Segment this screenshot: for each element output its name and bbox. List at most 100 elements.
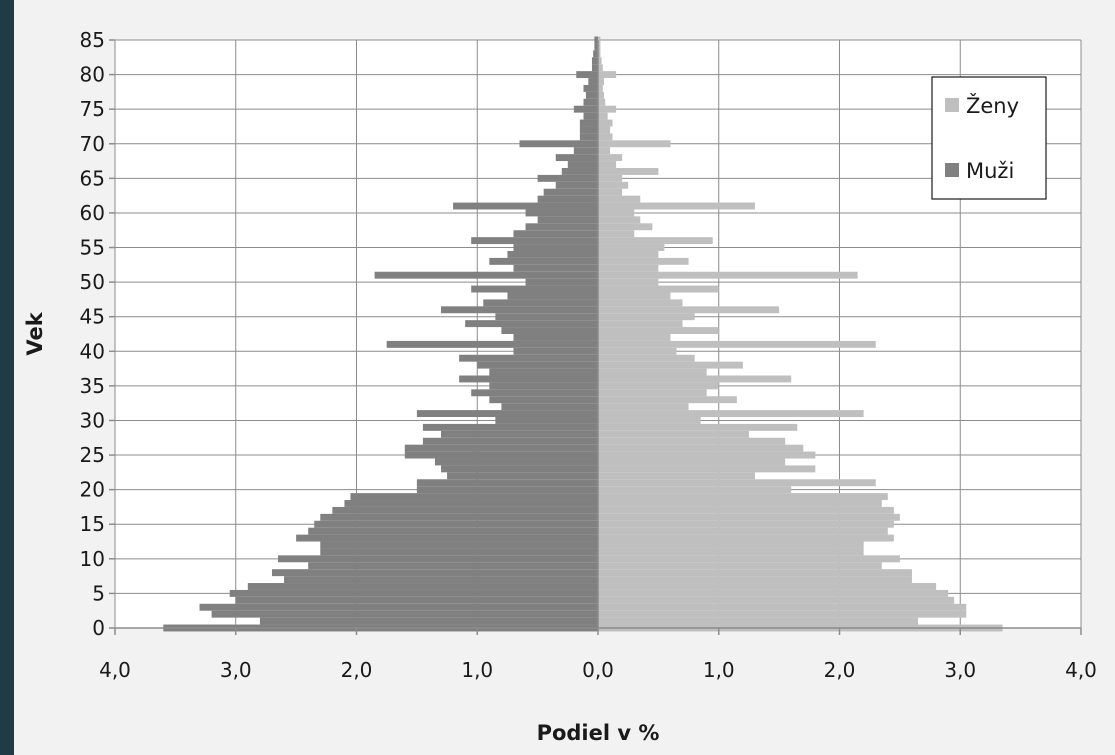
bar-zeny [598, 292, 671, 300]
bar-muzi [483, 299, 598, 307]
bar-muzi [453, 202, 598, 210]
bar-muzi [579, 126, 598, 134]
bar-muzi [573, 147, 598, 155]
bar-muzi [320, 541, 598, 549]
bar-muzi [278, 555, 598, 563]
bar-zeny [598, 237, 713, 245]
bar-muzi [537, 195, 598, 203]
bar-muzi [513, 230, 598, 238]
bar-zeny [598, 389, 707, 397]
bar-muzi [441, 306, 598, 314]
y-tick-label: 85 [80, 28, 105, 52]
bar-zeny [598, 500, 882, 507]
bar-muzi [229, 589, 598, 597]
bar-muzi [513, 264, 598, 272]
bar-zeny [598, 354, 695, 362]
bar-muzi [441, 430, 598, 438]
bar-muzi [471, 285, 598, 293]
bar-muzi [594, 36, 598, 44]
x-tick-label: 4,0 [99, 658, 131, 682]
bar-muzi [441, 465, 598, 473]
bar-zeny [598, 589, 949, 597]
bar-muzi [543, 188, 598, 196]
bar-zeny [598, 465, 816, 473]
bar-zeny [598, 223, 653, 231]
bar-muzi [561, 167, 598, 175]
bar-zeny [598, 555, 900, 563]
bar-zeny [598, 513, 900, 521]
bar-zeny [598, 479, 876, 487]
bar-muzi [567, 161, 598, 168]
bar-muzi [585, 91, 598, 99]
y-tick-label: 25 [80, 443, 105, 467]
y-tick-label: 40 [80, 339, 105, 363]
bar-zeny [598, 43, 601, 51]
chart-frame: 4,0 3,0 2,0 1,0 0,0 1,0 2,0 3,0 4,0 0 5 10 15 20 25 30… [14, 0, 1115, 755]
bar-muzi [296, 534, 598, 542]
bar-zeny [598, 257, 689, 265]
bar-zeny [598, 64, 603, 72]
bar-zeny [598, 320, 683, 328]
bar-zeny [598, 112, 608, 120]
bar-muzi [314, 520, 598, 528]
bar-muzi [579, 119, 598, 127]
y-tick-label: 35 [80, 374, 105, 398]
bar-muzi [332, 506, 598, 514]
population-pyramid-chart: 4,0 3,0 2,0 1,0 0,0 1,0 2,0 3,0 4,0 0 5 10 15 20 25 30… [23, 28, 1097, 745]
bar-muzi [386, 340, 598, 348]
bar-muzi [447, 472, 598, 480]
x-axis-title: Podiel v % [537, 721, 660, 745]
bar-muzi [573, 105, 598, 113]
bar-zeny [598, 361, 743, 369]
bar-muzi [422, 423, 598, 431]
bar-zeny [598, 119, 613, 127]
x-tick-label: 3,0 [944, 658, 976, 682]
bar-zeny [598, 147, 611, 155]
bar-muzi [513, 244, 598, 251]
bar-zeny [598, 396, 737, 404]
bar-zeny [598, 264, 659, 272]
bar-zeny [598, 458, 786, 466]
bar-zeny [598, 562, 882, 570]
bar-zeny [598, 181, 629, 189]
bar-muzi [350, 493, 598, 501]
bar-zeny [598, 506, 894, 514]
legend-label-muzi: Muži [966, 159, 1014, 183]
bar-muzi [537, 174, 598, 182]
x-tick-label: 2,0 [341, 658, 373, 682]
bar-zeny [598, 472, 755, 480]
bar-muzi [507, 250, 598, 258]
bar-muzi [591, 64, 598, 72]
bar-zeny [598, 451, 816, 459]
legend: Ženy Muži [931, 76, 1047, 200]
bar-muzi [235, 596, 598, 604]
bar-muzi [583, 98, 598, 106]
bar-zeny [598, 423, 798, 431]
bar-muzi [576, 71, 598, 79]
bar-muzi [465, 320, 598, 328]
bar-zeny [598, 583, 937, 590]
bar-zeny [598, 313, 695, 321]
legend-swatch-zeny [945, 98, 959, 112]
x-tick-label: 0,0 [582, 658, 614, 682]
bar-muzi [555, 154, 598, 162]
bar-muzi [519, 140, 598, 148]
bar-zeny [598, 244, 665, 251]
bar-muzi [489, 368, 598, 376]
bar-muzi [471, 237, 598, 245]
x-axis-ticks: 4,0 3,0 2,0 1,0 0,0 1,0 2,0 3,0 4,0 [99, 628, 1097, 682]
x-tick-label: 1,0 [461, 658, 493, 682]
y-tick-label: 80 [80, 63, 105, 87]
bar-muzi [591, 57, 598, 65]
bar-muzi [271, 569, 598, 577]
bar-zeny [598, 327, 719, 334]
bar-zeny [598, 78, 605, 85]
bar-zeny [598, 603, 967, 611]
bar-muzi [513, 334, 598, 341]
bar-muzi [489, 396, 598, 404]
bar-zeny [598, 375, 792, 383]
y-tick-label: 15 [80, 512, 105, 536]
bar-zeny [598, 285, 719, 293]
bar-zeny [598, 216, 641, 224]
bar-muzi [308, 562, 598, 570]
